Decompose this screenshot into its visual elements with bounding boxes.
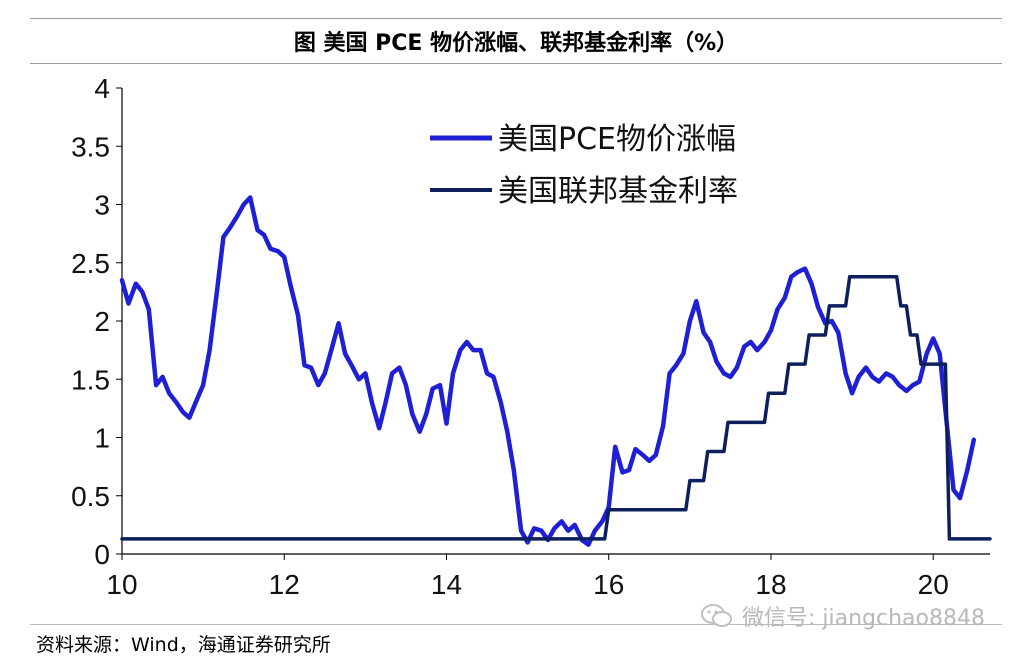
legend-label-fed: 美国联邦基金利率 <box>498 174 738 209</box>
x-tick-label: 14 <box>431 569 462 600</box>
line-chart: 0 0.5 1 1.5 2 2.5 3 3.5 4 10 12 14 16 18 20 美国PCE物价涨幅美… <box>71 73 992 600</box>
y-tick-label: 1 <box>94 423 110 454</box>
y-tick-label: 4 <box>94 73 110 104</box>
y-tick-label: 2.5 <box>71 248 110 279</box>
source-note: 资料来源：Wind，海通证券研究所 <box>36 634 331 656</box>
x-tick-label: 16 <box>593 569 624 600</box>
x-tick-label: 18 <box>755 569 786 600</box>
axes: 0 0.5 1 1.5 2 2.5 3 3.5 4 10 12 14 16 18 20 <box>71 73 990 600</box>
legend-label-pce: 美国PCE物价涨幅 <box>498 122 736 157</box>
y-tick-label: 1.5 <box>71 364 110 395</box>
x-tick-label: 20 <box>918 569 949 600</box>
x-tick-label: 12 <box>269 569 300 600</box>
bottom-divider <box>30 624 1002 625</box>
y-tick-label: 3 <box>94 190 110 221</box>
y-tick-label: 2 <box>94 306 110 337</box>
y-tick-label: 0.5 <box>71 481 110 512</box>
chart-area: 0 0.5 1 1.5 2 2.5 3 3.5 4 10 12 14 16 18 20 美国PCE物价涨幅美… <box>0 66 1030 626</box>
watermark: 微信号: jiangchao8848 <box>700 600 985 632</box>
y-tick-label: 3.5 <box>71 131 110 162</box>
series-lines <box>119 195 992 547</box>
y-tick-label: 0 <box>94 539 110 570</box>
x-tick-label: 10 <box>106 569 137 600</box>
chart-title: 图 美国 PCE 物价涨幅、联邦基金利率（%） <box>30 18 1002 64</box>
watermark-text: 微信号: jiangchao8848 <box>742 606 985 631</box>
series-line-pce <box>119 195 977 547</box>
wechat-icon <box>700 602 734 630</box>
series-line-fed <box>120 274 992 541</box>
